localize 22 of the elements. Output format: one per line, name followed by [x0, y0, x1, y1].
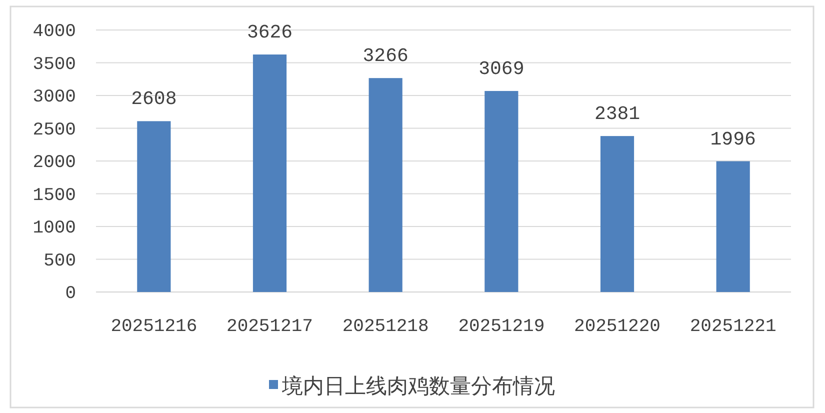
- x-tick-label: 20251216: [110, 317, 198, 337]
- y-tick-label: 1000: [32, 218, 76, 238]
- x-tick-label: 20251218: [342, 317, 429, 337]
- legend-label: 境内日上线肉鸡数量分布情况: [282, 374, 555, 398]
- y-tick-label: 500: [44, 251, 76, 272]
- x-tick-label: 20251220: [574, 317, 660, 337]
- data-label: 3069: [478, 58, 524, 80]
- y-tick-label: 1500: [32, 186, 76, 206]
- y-tick-label: 2000: [32, 153, 76, 173]
- x-tick-label: 20251219: [458, 317, 545, 337]
- y-tick-label: 2500: [32, 120, 76, 140]
- x-tick-label: 20251217: [226, 317, 313, 337]
- y-tick-label: 0: [65, 284, 76, 304]
- data-label: 2381: [594, 103, 640, 126]
- data-label: 3626: [246, 22, 293, 44]
- y-tick-label: 3000: [32, 88, 76, 108]
- y-tick-label: 3500: [32, 54, 76, 75]
- data-label: 2608: [131, 88, 177, 110]
- y-tick-label: 4000: [32, 22, 76, 42]
- data-label: 3266: [362, 45, 408, 68]
- data-label: 1996: [710, 128, 756, 150]
- x-tick-label: 20251221: [690, 317, 776, 337]
